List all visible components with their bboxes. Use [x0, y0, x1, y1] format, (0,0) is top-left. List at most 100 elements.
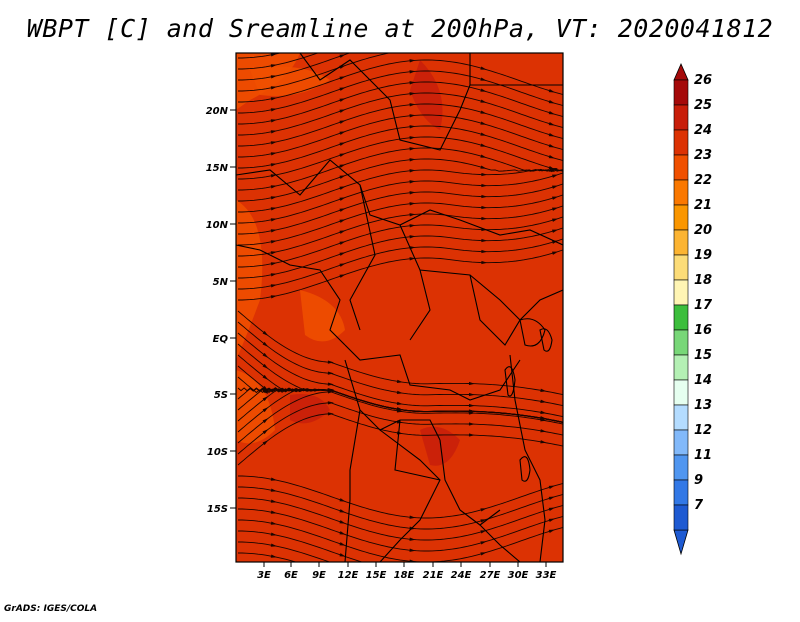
streamline-arrowhead — [270, 207, 277, 211]
streamline-arrowhead — [339, 76, 346, 80]
streamline-arrowhead — [327, 360, 334, 364]
colorbar-top-cap — [673, 63, 689, 81]
streamline-arrowhead — [262, 429, 269, 435]
streamline-arrowhead — [548, 89, 555, 93]
colorbar-label: 16 — [694, 323, 712, 338]
streamline-arrowhead — [468, 433, 475, 437]
colorbar-swatch — [673, 79, 689, 106]
streamline-arrowhead — [270, 97, 277, 101]
streamline-arrowhead — [480, 99, 487, 103]
streamline-arrowhead — [548, 133, 555, 137]
streamline-arrowhead — [551, 167, 558, 172]
chart-title: WBPT [C] and Sreamline at 200hPa, VT: 20… — [26, 14, 774, 43]
streamline-arrowhead — [548, 529, 555, 533]
streamline-arrowhead — [339, 274, 346, 278]
streamline-arrowhead — [327, 390, 334, 394]
streamline-arrowhead — [262, 330, 269, 336]
streamline — [238, 125, 563, 169]
streamline-arrowhead — [481, 238, 488, 243]
streamline-arrowhead — [480, 143, 487, 147]
streamline-arrowhead — [548, 496, 555, 500]
colorbar-swatch — [673, 379, 689, 406]
streamline-arrowhead — [339, 208, 346, 212]
colorbar-label: 21 — [694, 198, 712, 213]
streamline-arrowhead — [270, 477, 277, 481]
streamline — [238, 53, 320, 70]
x-tick-label: 27E — [480, 570, 501, 581]
streamline-arrowhead — [480, 132, 487, 136]
streamline-arrowhead — [339, 87, 346, 91]
streamline-arrowhead — [270, 499, 277, 503]
colorbar-label: 18 — [694, 273, 712, 288]
streamline-arrowhead — [548, 485, 555, 489]
y-tick-label: 15N — [206, 163, 229, 174]
colorbar-label: 14 — [694, 373, 712, 388]
country-borders — [236, 53, 563, 562]
streamline-arrowhead — [262, 396, 269, 402]
streamline-arrowhead — [480, 88, 487, 92]
x-tick-label: 30E — [508, 570, 529, 581]
streamline — [238, 147, 563, 191]
colorbar-label: 23 — [694, 148, 712, 163]
streamline — [238, 172, 563, 224]
streamlines — [237, 53, 563, 562]
y-tick-label: 20N — [206, 106, 229, 117]
streamline — [238, 519, 563, 562]
streamline-arrowhead — [270, 251, 277, 255]
streamline-arrowhead — [270, 163, 277, 167]
colorbar-label: 20 — [694, 223, 712, 238]
streamline-arrowhead — [339, 263, 346, 267]
streamline-arrowhead — [270, 295, 277, 299]
streamline-arrowhead — [270, 196, 277, 200]
map-panel — [236, 53, 563, 562]
streamline-arrowhead — [262, 341, 269, 347]
colorbar-label: 26 — [694, 73, 712, 88]
streamline-arrowhead — [339, 54, 346, 58]
streamline-arrowhead — [270, 488, 277, 492]
streamline-arrowhead — [409, 257, 416, 261]
y-axis: 20N 15N 10N 5N EQ 5S 10S 15S — [206, 106, 236, 515]
streamline-arrowhead — [262, 440, 269, 446]
streamline-arrowhead — [409, 147, 416, 151]
streamline-arrowhead — [270, 240, 277, 244]
streamline-arrowhead — [409, 81, 416, 85]
streamline-arrowhead — [468, 411, 475, 415]
streamline-arrowhead — [339, 142, 346, 146]
streamline-arrowhead — [480, 541, 487, 545]
x-tick-label: 3E — [257, 570, 271, 581]
streamline-arrowhead — [551, 196, 559, 200]
streamline-arrowhead — [270, 554, 277, 558]
x-tick-label: 24E — [451, 570, 472, 581]
streamline-arrowhead — [540, 399, 547, 403]
streamline-arrowhead — [339, 131, 346, 135]
streamline-arrowhead — [540, 410, 547, 414]
colorbar-label: 9 — [694, 473, 703, 488]
streamline — [237, 413, 563, 466]
streamline-arrowhead — [480, 66, 487, 70]
colorbar-swatch — [673, 479, 689, 506]
streamline-arrowhead — [339, 186, 346, 190]
x-tick-label: 18E — [394, 570, 415, 581]
streamline-arrowhead — [270, 284, 277, 288]
lakes — [504, 318, 553, 482]
streamline-arrowhead — [409, 180, 416, 184]
streamline-arrowhead — [339, 509, 346, 513]
map-frame — [235, 52, 564, 563]
colorbar-swatch — [673, 304, 689, 331]
streamline-arrowhead — [409, 202, 416, 206]
colorbar-label: 7 — [694, 498, 704, 513]
streamline-arrowhead — [468, 392, 475, 397]
streamline-arrowhead — [339, 109, 346, 113]
streamline — [237, 332, 563, 418]
streamline-arrowhead — [327, 412, 334, 416]
colorbar-label: 13 — [694, 398, 712, 413]
streamline-arrowhead — [481, 216, 488, 221]
colorbar-swatch — [673, 504, 689, 531]
streamline — [238, 81, 563, 125]
colorbar-swatch — [673, 279, 689, 306]
streamline-arrowhead — [339, 120, 346, 124]
streamline-arrowhead — [339, 164, 346, 168]
wbpt-patch-warm — [410, 60, 443, 130]
footer-credit: GrADS: IGES/COLA — [4, 604, 98, 614]
